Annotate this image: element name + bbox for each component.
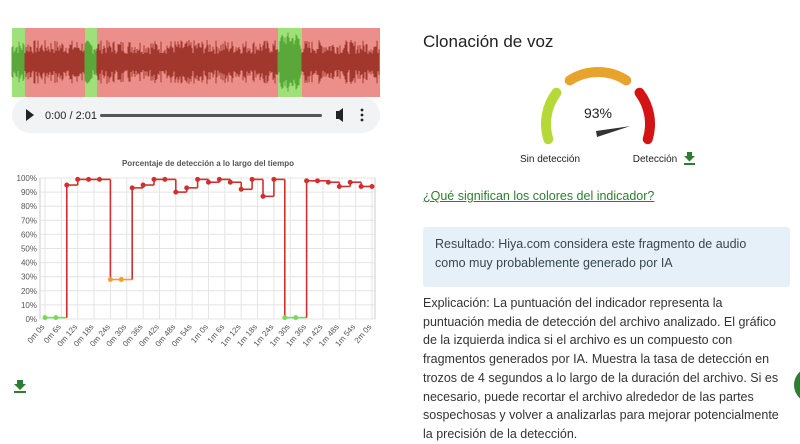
chart: Porcentaje de detección a lo largo del t…	[17, 159, 376, 348]
data-point	[216, 176, 222, 182]
data-point	[129, 185, 135, 191]
volume-button[interactable]	[336, 108, 343, 122]
data-point	[304, 178, 310, 184]
data-point	[42, 315, 48, 321]
data-point	[184, 185, 190, 191]
gauge-arc	[634, 87, 655, 145]
data-point	[64, 182, 70, 188]
panel-title: Clonación de voz	[423, 32, 553, 51]
gauge-needle	[596, 126, 630, 137]
data-point	[140, 182, 146, 188]
gauge-max-label: Detección	[633, 154, 677, 165]
data-point	[238, 186, 244, 192]
y-tick-label: 30%	[21, 273, 37, 282]
data-point	[97, 176, 102, 182]
y-tick-label: 90%	[21, 188, 37, 197]
menu-button[interactable]	[360, 108, 364, 122]
progress-bar[interactable]	[100, 114, 322, 117]
data-point	[86, 176, 92, 182]
data-point	[206, 179, 211, 185]
gauge-arc	[541, 87, 562, 145]
y-tick-label: 80%	[21, 202, 37, 211]
data-point	[151, 176, 157, 182]
gauge-min-label: Sin detección	[520, 154, 580, 165]
data-point	[358, 183, 364, 189]
result-box: Resultado: Hiya.com considera este fragm…	[423, 227, 790, 287]
download-icon[interactable]	[684, 152, 695, 165]
data-point	[162, 176, 168, 182]
data-point	[249, 176, 255, 182]
gauge-arc	[564, 67, 632, 86]
gauge-label: 93%	[584, 105, 612, 121]
data-point	[53, 315, 59, 321]
data-point	[271, 176, 277, 182]
data-point	[107, 277, 113, 283]
data-point	[195, 176, 201, 182]
chart-title: Porcentaje de detección a lo largo del t…	[122, 159, 294, 168]
y-tick-label: 70%	[21, 216, 37, 225]
data-point	[227, 179, 233, 185]
play-button[interactable]	[26, 109, 34, 121]
data-point	[282, 315, 288, 321]
y-tick-label: 100%	[17, 174, 37, 183]
data-point	[118, 277, 124, 283]
data-point	[75, 176, 81, 182]
y-tick-label: 40%	[21, 259, 37, 268]
y-tick-label: 0%	[25, 315, 37, 324]
data-point	[315, 178, 320, 184]
screen: 0:00 / 2:01 Porcentaje de detección a lo…	[11, 28, 800, 403]
data-point	[325, 179, 331, 185]
x-tick-label: 2m 0s	[353, 323, 374, 345]
explanation: Explicación: La puntuación del indicador…	[423, 296, 779, 441]
data-point	[347, 179, 353, 185]
page: 0:00 / 2:01 Porcentaje de detección a lo…	[11, 28, 800, 441]
data-point	[260, 193, 266, 199]
data-point	[369, 183, 375, 189]
waveform	[11, 28, 380, 97]
fab-button[interactable]	[794, 367, 800, 403]
data-point	[173, 189, 179, 195]
y-tick-label: 60%	[21, 230, 37, 239]
y-tick-label: 50%	[21, 245, 37, 254]
data-point	[293, 315, 299, 321]
y-tick-label: 20%	[21, 287, 37, 296]
download-icon[interactable]	[14, 380, 26, 393]
gauge: 93% Sin detección Detección	[520, 67, 677, 165]
time: 0:00 / 2:01	[45, 110, 97, 122]
data-point	[336, 183, 342, 189]
y-tick-label: 10%	[21, 301, 37, 310]
help-link[interactable]: ¿Qué significan los colores del indicado…	[423, 189, 655, 203]
